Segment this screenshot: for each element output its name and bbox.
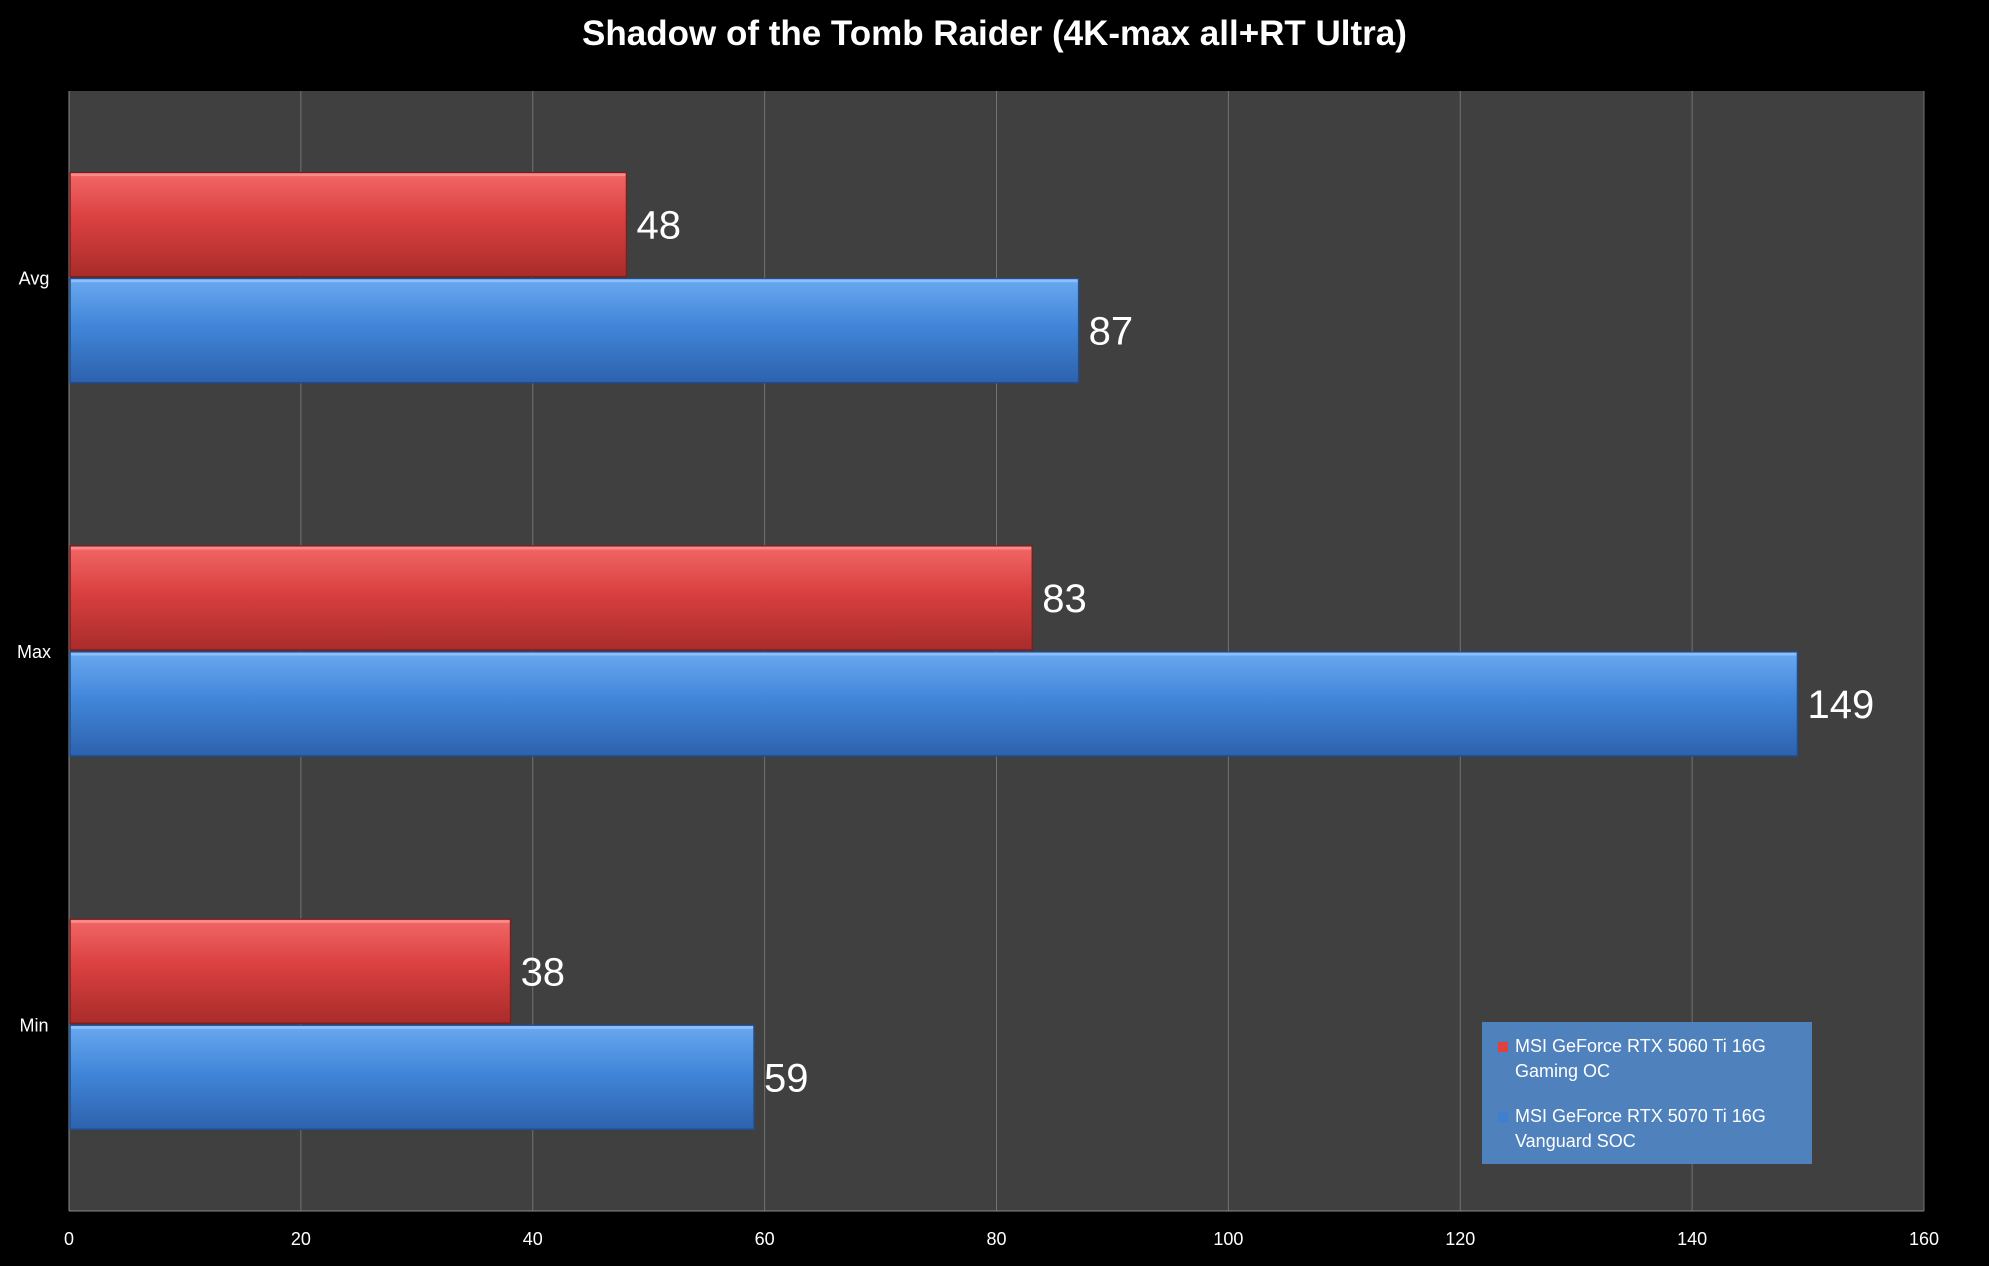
legend-label-series-1: MSI GeForce RTX 5060 Ti 16G Gaming OC <box>1515 1036 1766 1081</box>
bar-max-series-2 <box>69 651 1799 757</box>
legend-item-series-2: MSI GeForce RTX 5070 Ti 16G Vanguard SOC <box>1498 1104 1802 1154</box>
x-tick-label: 120 <box>1445 1229 1475 1249</box>
y-category-label: Max <box>17 642 51 662</box>
bar-avg-series-1 <box>69 171 628 278</box>
legend-label-series-2: MSI GeForce RTX 5070 Ti 16G Vanguard SOC <box>1515 1106 1766 1151</box>
x-tick-label: 140 <box>1677 1229 1707 1249</box>
x-tick-label: 100 <box>1213 1229 1243 1249</box>
bar-min-series-2 <box>69 1024 755 1131</box>
bar-max-series-1 <box>69 545 1034 651</box>
data-label: 87 <box>1089 310 1134 354</box>
x-tick-label: 20 <box>291 1229 311 1249</box>
data-label: 149 <box>1807 683 1874 727</box>
data-label: 83 <box>1042 577 1087 621</box>
legend-swatch-series-2 <box>1498 1112 1508 1122</box>
x-tick-label: 160 <box>1909 1229 1939 1249</box>
y-category-label: Min <box>19 1015 48 1035</box>
bar-avg-series-2 <box>69 277 1080 384</box>
legend-item-series-1: MSI GeForce RTX 5060 Ti 16G Gaming OC <box>1498 1034 1802 1084</box>
data-label: 38 <box>521 950 566 994</box>
legend-swatch-series-1 <box>1498 1042 1508 1052</box>
labels: 0 20 40 60 80 100 120 140 160 Avg 48 87 Max 83 149 Min 3… <box>17 204 1939 1249</box>
legend: MSI GeForce RTX 5060 Ti 16G Gaming OC MS… <box>1482 1022 1812 1164</box>
data-label: 48 <box>637 204 682 248</box>
x-tick-label: 80 <box>986 1229 1006 1249</box>
x-tick-label: 0 <box>64 1229 74 1249</box>
chart-title: Shadow of the Tomb Raider (4K-max all+RT… <box>582 14 1407 53</box>
x-tick-label: 60 <box>755 1229 775 1249</box>
x-tick-label: 40 <box>523 1229 543 1249</box>
y-category-label: Avg <box>19 269 50 289</box>
bars <box>69 171 1799 1131</box>
data-label: 59 <box>764 1056 809 1100</box>
bar-min-series-1 <box>69 918 512 1025</box>
